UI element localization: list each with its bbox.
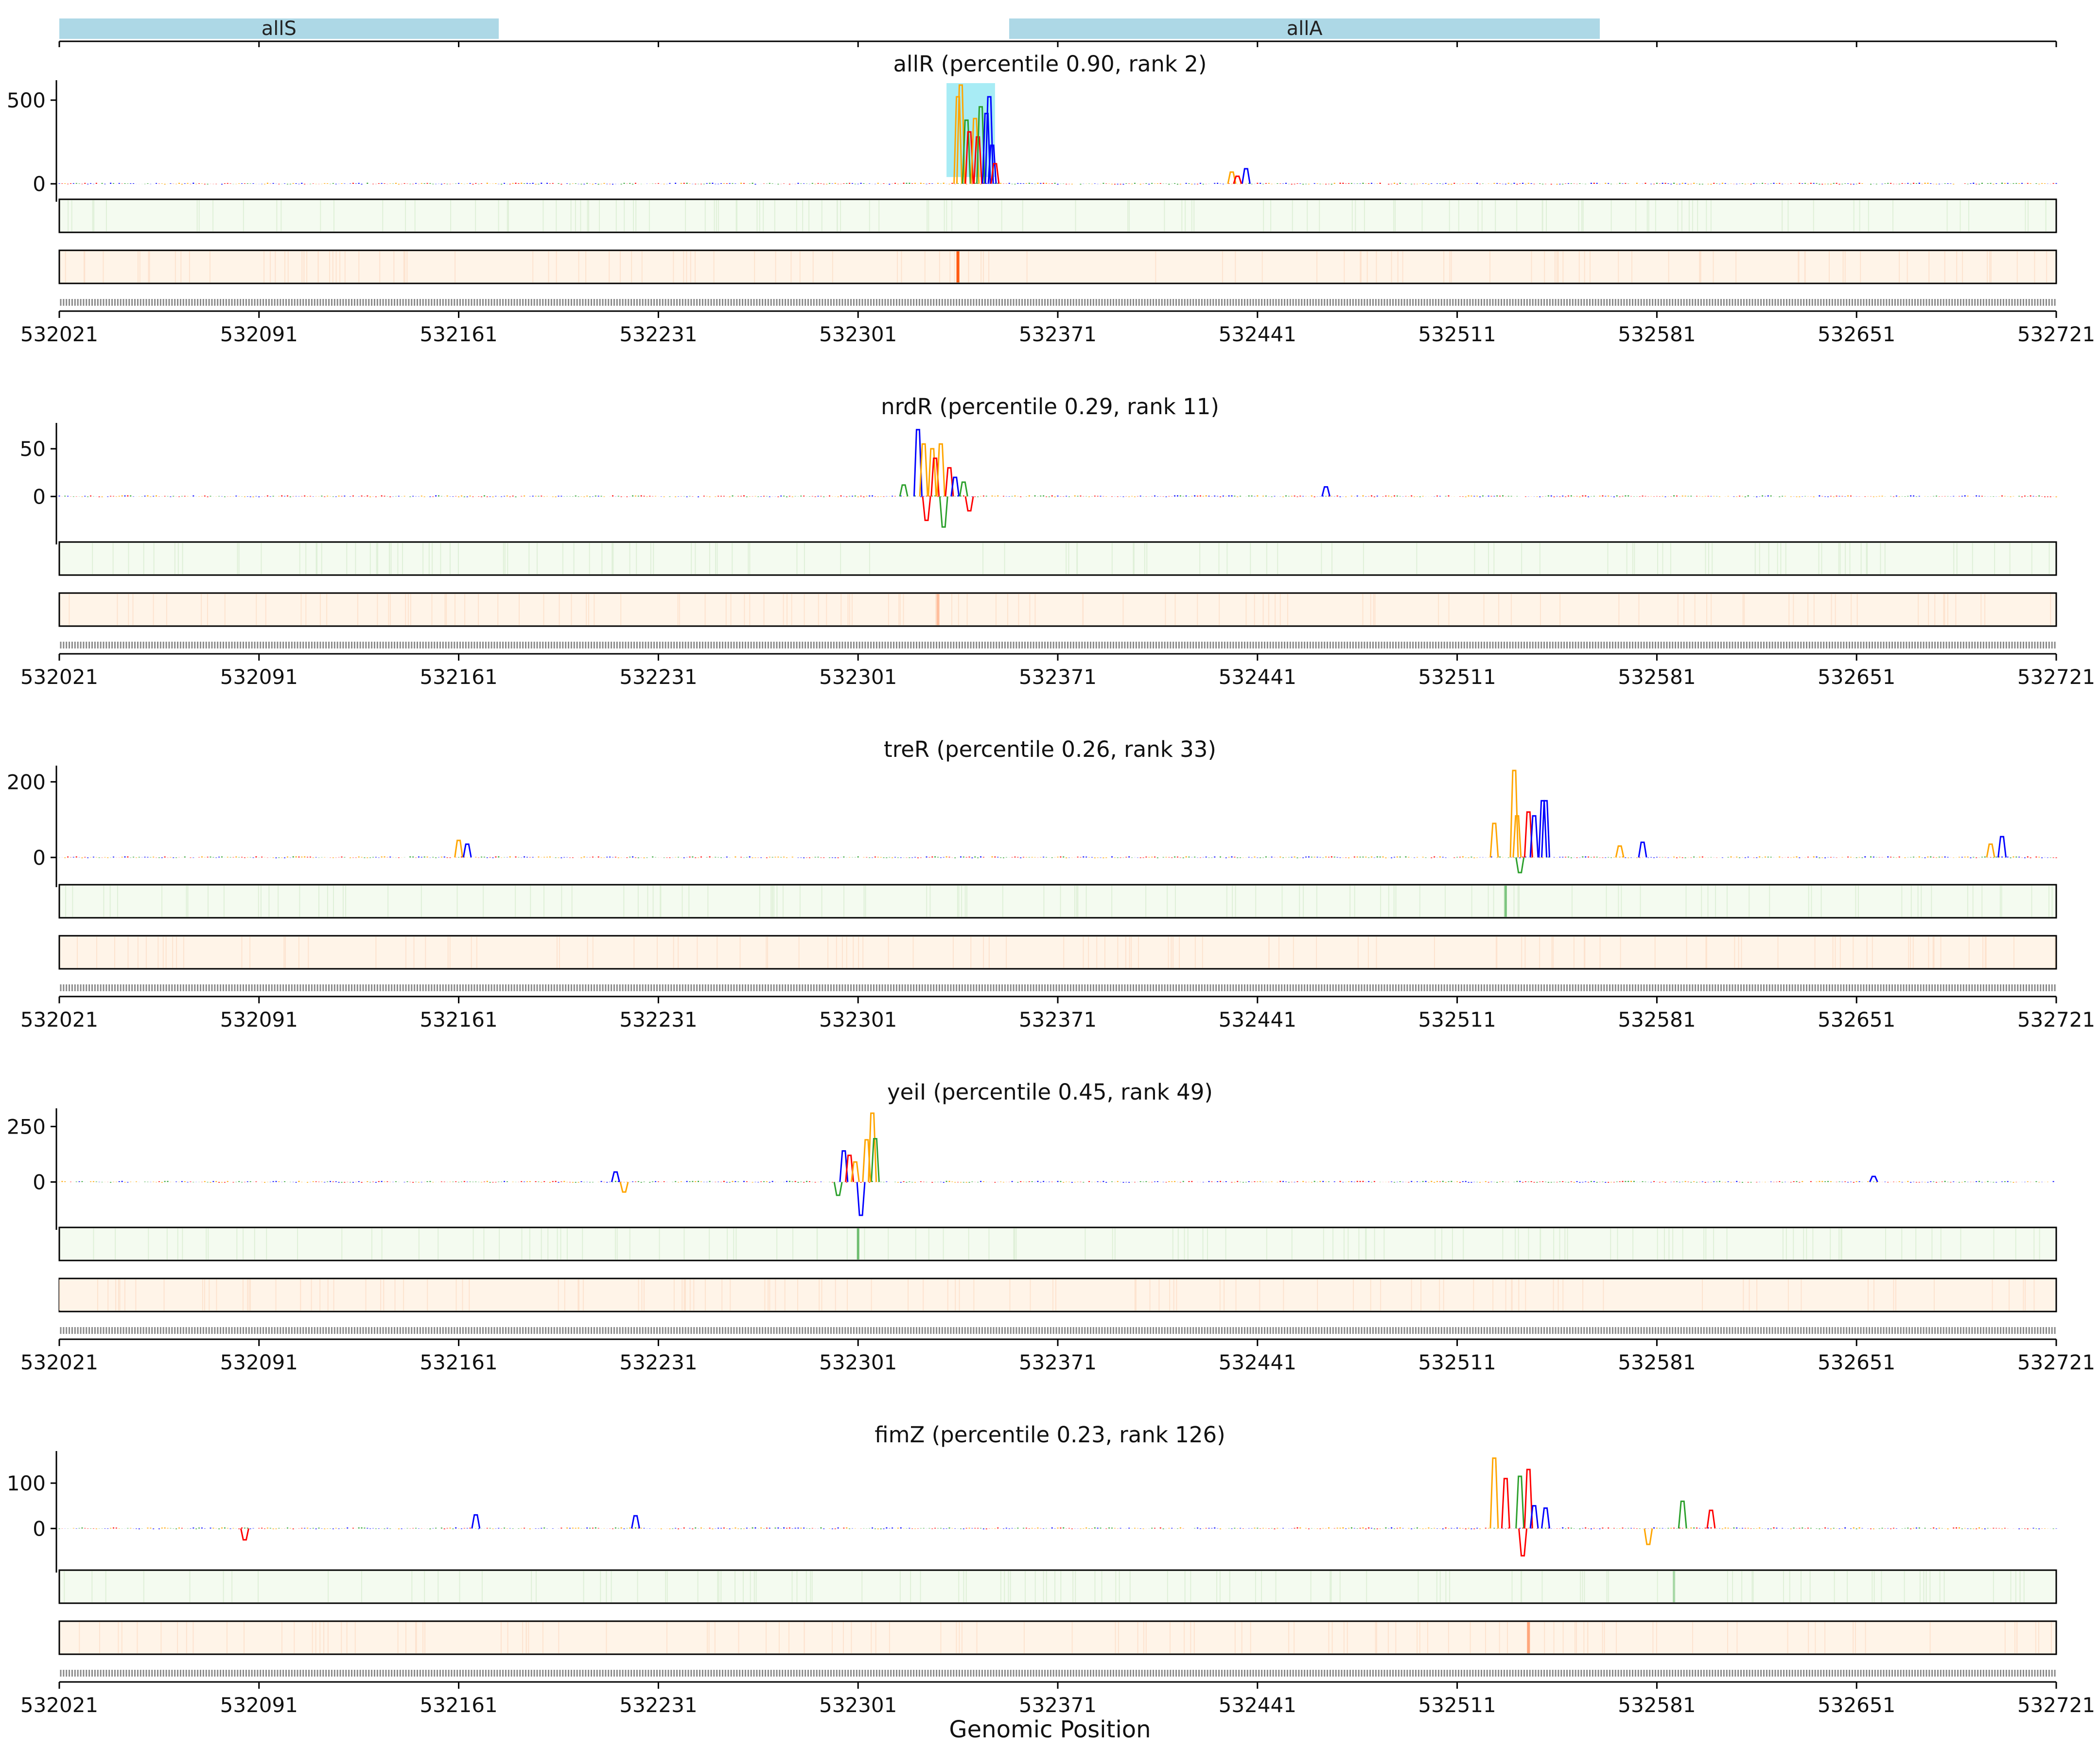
attr-peak — [1512, 815, 1522, 858]
x-tick-label: 532371 — [1019, 665, 1097, 689]
x-tick-label: 532441 — [1219, 322, 1296, 346]
attr-peak — [1986, 843, 1995, 858]
attr-peak — [956, 84, 965, 184]
x-tick-label: 532091 — [220, 665, 298, 689]
attr-peak — [1489, 822, 1499, 858]
attr-peak — [939, 496, 948, 528]
attr-peak — [1615, 845, 1625, 858]
attr-peak — [928, 448, 937, 497]
gene-label-allA: allA — [1286, 18, 1323, 40]
attr-peak — [964, 496, 974, 512]
attr-peak — [1638, 841, 1647, 858]
attr-peak — [950, 476, 960, 497]
attr-peak — [953, 96, 963, 184]
x-tick-label: 532021 — [20, 322, 98, 346]
attr-peak — [1529, 815, 1539, 858]
attr-peak — [1997, 836, 2007, 858]
track-green — [58, 541, 2057, 576]
x-tick-label: 532231 — [619, 665, 697, 689]
attr-peak — [1515, 857, 1525, 874]
gene-annotation-track: allS allA — [0, 0, 2100, 58]
attr-peak — [899, 484, 909, 497]
attr-peak — [945, 467, 954, 497]
x-tick-label: 532511 — [1418, 322, 1496, 346]
x-tick-label: 532721 — [2017, 322, 2095, 346]
attr-peak — [1509, 770, 1519, 858]
attr-peak — [462, 843, 472, 858]
x-tick-label: 532441 — [1219, 665, 1296, 689]
x-tick-label: 532301 — [819, 665, 897, 689]
attr-peak — [1541, 800, 1551, 858]
track-green — [58, 884, 2057, 919]
x-tick-label: 532511 — [1418, 665, 1496, 689]
attr-peak — [454, 840, 464, 858]
attr-peak — [936, 443, 945, 497]
x-tick-label: 532371 — [1019, 322, 1097, 346]
x-tick-label: 532721 — [2017, 665, 2095, 689]
x-tick-label: 532301 — [819, 322, 897, 346]
attr-peak — [962, 119, 971, 184]
y-tick-label: 0 — [33, 846, 46, 870]
y-tick-label: 0 — [33, 172, 46, 196]
attr-peak — [1241, 168, 1251, 184]
attr-peak — [984, 96, 994, 184]
x-tick-label: 532161 — [420, 665, 497, 689]
track-orange — [58, 592, 2057, 627]
attr-peak — [1227, 171, 1237, 184]
x-tick-label: 532581 — [1618, 665, 1696, 689]
track-orange — [58, 935, 2057, 970]
panel-1: 0 50 532021 532091 532161 532231 532301 532371 5… — [20, 423, 2095, 689]
y-tick-label: 500 — [7, 88, 46, 112]
attr-peak — [919, 443, 928, 497]
attr-peak — [981, 113, 991, 184]
attr-peak — [959, 481, 968, 497]
gene-label-allS: allS — [261, 18, 297, 40]
x-tick-label: 532581 — [1618, 322, 1696, 346]
attr-peak — [1538, 800, 1548, 858]
attr-peak — [1321, 486, 1331, 497]
x-tick-label: 532091 — [220, 322, 298, 346]
y-tick-label: 200 — [7, 770, 46, 794]
track-orange — [58, 249, 2057, 284]
x-tick-label: 532161 — [420, 322, 497, 346]
track-green — [58, 198, 2057, 233]
attr-peak — [990, 163, 1000, 184]
attr-peak — [987, 144, 997, 184]
attr-peak — [1233, 175, 1242, 184]
x-tick-label: 532231 — [619, 322, 697, 346]
gene-bar-allS — [59, 18, 499, 39]
x-tick-label: 532651 — [1818, 322, 1895, 346]
x-tick-label: 532021 — [20, 665, 98, 689]
y-tick-label: 50 — [20, 437, 46, 461]
gene-bar-allA — [1009, 18, 1600, 39]
panel-0: 0 500 532021 532091 532161 532231 532301 532371… — [7, 80, 2095, 346]
attr-peak — [922, 496, 931, 521]
y-tick-label: 0 — [33, 485, 46, 508]
x-tick-label: 532651 — [1818, 665, 1895, 689]
